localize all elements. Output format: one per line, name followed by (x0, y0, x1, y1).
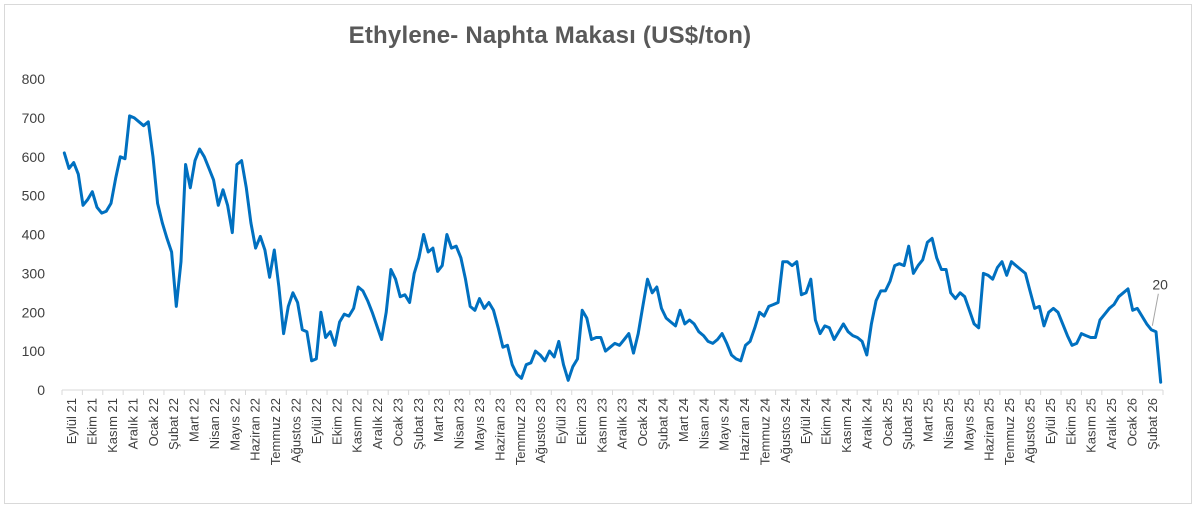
y-tick-label: 500 (22, 188, 46, 204)
x-tick-label: Mayıs 25 (961, 398, 976, 451)
x-tick-label: Ocak 26 (1124, 398, 1139, 446)
chart-title: Ethylene- Naphta Makası (US$/ton) (348, 22, 752, 49)
x-tick-label: Şubat 22 (166, 398, 181, 450)
x-tick-label: Eylül 25 (1043, 398, 1058, 444)
x-tick-label: Kasım 21 (105, 398, 120, 453)
x-tick-label: Ağustos 22 (288, 398, 303, 463)
x-tick-label: Haziran 24 (737, 398, 752, 461)
x-tick-label: Ekim 23 (574, 398, 589, 445)
x-tick-label: Aralık 22 (370, 398, 385, 449)
x-tick-label: Ağustos 23 (533, 398, 548, 463)
y-tick-label: 400 (22, 227, 46, 243)
y-tick-label: 600 (22, 149, 46, 165)
x-tick-label: Ekim 25 (1063, 398, 1078, 445)
x-tick-label: Mart 22 (187, 398, 202, 442)
y-tick-label: 800 (22, 71, 46, 87)
x-tick-label: Haziran 23 (492, 398, 507, 461)
x-tick-label: Aralık 23 (615, 398, 630, 449)
x-tick-label: Eylül 24 (798, 398, 813, 444)
data-label-leader (1151, 293, 1159, 326)
x-tick-label: Kasım 25 (1084, 398, 1099, 453)
x-axis: Eylül 21 Ekim 21 Kasım 21 Aralık 21 Ocak 22 Ş… (61, 389, 1164, 465)
x-tick-label: Mayıs 24 (717, 398, 732, 451)
x-tick-label: Aralık 24 (859, 398, 874, 449)
x-tick-label: Aralık 21 (125, 398, 140, 449)
chart-frame (4, 4, 1192, 504)
x-tick-label: Ağustos 25 (1022, 398, 1037, 463)
x-tick-label: Mayıs 23 (472, 398, 487, 451)
x-tick-label: Ocak 25 (880, 398, 895, 446)
x-tick-label: Ekim 24 (819, 398, 834, 445)
y-tick-label: 200 (22, 304, 46, 320)
x-tick-label: Ekim 21 (85, 398, 100, 445)
x-tick-label: Eylül 21 (64, 398, 79, 444)
x-tick-label: Ocak 24 (635, 398, 650, 446)
x-tick-label: Şubat 24 (655, 398, 670, 450)
data-label: 20 (1152, 277, 1168, 293)
x-tick-label: Nisan 22 (207, 398, 222, 449)
x-tick-label: Temmuz 24 (757, 398, 772, 465)
x-tick-label: Kasım 23 (594, 398, 609, 453)
x-tick-label: Eylül 23 (554, 398, 569, 444)
x-tick-label: Ocak 22 (146, 398, 161, 446)
x-tick-label: Mart 23 (431, 398, 446, 442)
x-tick-label: Mayıs 22 (227, 398, 242, 451)
x-tick-label: Haziran 22 (248, 398, 263, 461)
x-tick-label: Nisan 24 (696, 398, 711, 449)
x-tick-label: Mart 24 (676, 398, 691, 442)
x-tick-label: Eylül 22 (309, 398, 324, 444)
y-axis: 0 100 200 300 400 500 600 700 800 (22, 71, 46, 398)
x-tick-label: Şubat 25 (900, 398, 915, 450)
series-line (62, 114, 1163, 384)
y-tick-label: 100 (22, 343, 46, 359)
y-tick-label: 0 (37, 382, 45, 398)
x-tick-label: Mart 25 (921, 398, 936, 442)
x-tick-label: Ağustos 24 (778, 398, 793, 463)
x-tick-label: Temmuz 25 (1002, 398, 1017, 465)
x-tick-label: Kasım 22 (350, 398, 365, 453)
x-tick-label: Nisan 25 (941, 398, 956, 449)
data-labels: 20 (1151, 277, 1168, 326)
x-tick-label: Şubat 26 (1145, 398, 1160, 450)
x-tick-label: Haziran 25 (982, 398, 997, 461)
series-group (62, 114, 1163, 384)
x-tick-label: Şubat 23 (411, 398, 426, 450)
x-tick-label: Kasım 24 (839, 398, 854, 453)
x-tick-label: Ocak 23 (390, 398, 405, 446)
y-tick-label: 700 (22, 110, 46, 126)
x-tick-label: Ekim 22 (329, 398, 344, 445)
x-tick-label: Temmuz 23 (513, 398, 528, 465)
x-tick-label: Nisan 23 (452, 398, 467, 449)
x-tick-label: Aralık 25 (1104, 398, 1119, 449)
y-tick-label: 300 (22, 265, 46, 281)
x-tick-label: Temmuz 22 (268, 398, 283, 465)
